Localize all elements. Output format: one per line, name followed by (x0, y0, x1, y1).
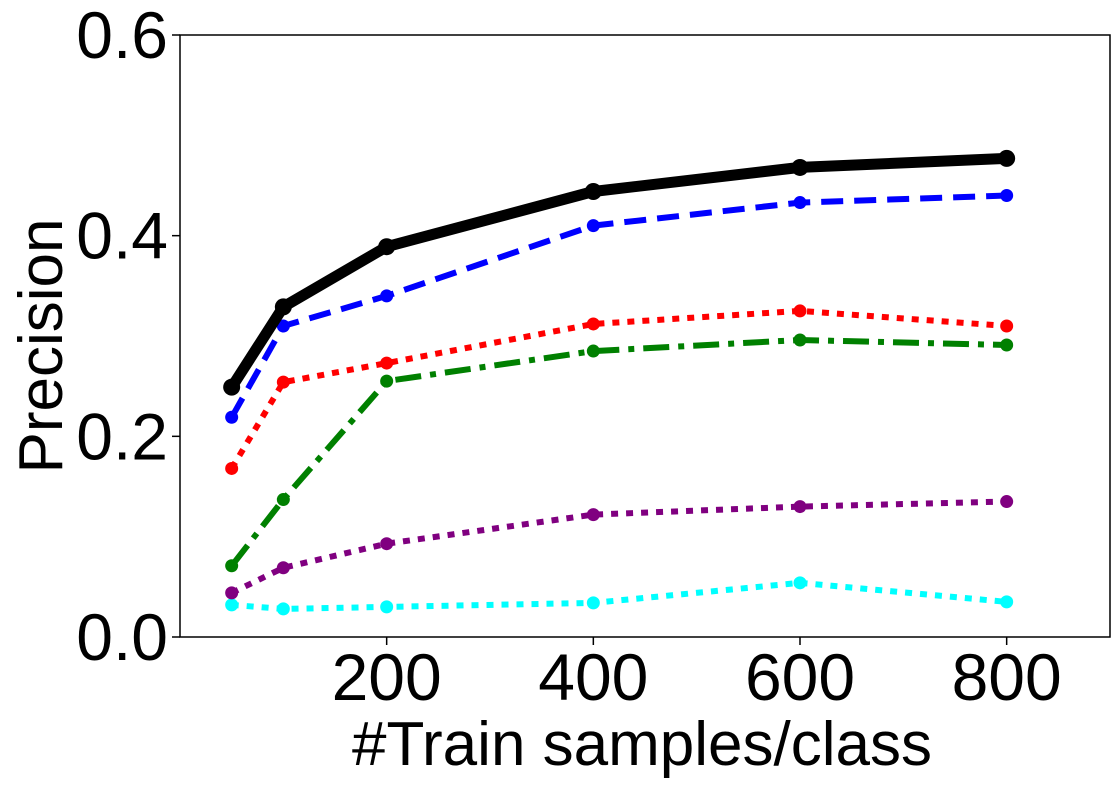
y-tick-label: 0.6 (76, 0, 168, 72)
x-tick-label: 600 (745, 640, 855, 714)
plot-frame (179, 34, 1111, 638)
x-axis-title: #Train samples/class (352, 710, 932, 779)
data-point (584, 183, 602, 201)
series-0 (223, 149, 1016, 396)
series-layer (223, 149, 1016, 616)
x-tick-label: 200 (332, 640, 442, 714)
y-tick-label: 0.2 (76, 399, 168, 473)
x-axis: 200 400 600 800 (332, 637, 1062, 714)
data-point (274, 298, 292, 316)
data-point (380, 356, 394, 370)
series-5 (225, 576, 1014, 616)
data-point (1000, 338, 1014, 352)
data-point (586, 344, 600, 358)
data-point (380, 600, 394, 614)
data-point (380, 374, 394, 388)
series-3 (225, 333, 1014, 573)
data-point (998, 149, 1016, 167)
series-line (226, 152, 1013, 393)
data-point (793, 196, 807, 210)
data-point (586, 508, 600, 522)
y-tick-label: 0.0 (76, 600, 168, 674)
data-point (276, 561, 290, 575)
x-tick-label: 400 (538, 640, 648, 714)
data-point (276, 319, 290, 333)
x-tick-label: 800 (952, 640, 1062, 714)
series-line (230, 498, 1007, 596)
series-1 (225, 189, 1014, 424)
data-point (223, 378, 241, 396)
data-point (586, 596, 600, 610)
y-axis: 0.0 0.2 0.4 0.6 (76, 0, 180, 674)
series-4 (225, 495, 1014, 600)
data-point (225, 461, 239, 475)
series-2 (225, 304, 1014, 475)
data-point (378, 238, 396, 256)
series-line (229, 337, 1007, 568)
data-point (1000, 495, 1014, 509)
data-point (380, 537, 394, 551)
data-point (225, 586, 239, 600)
data-point (225, 410, 239, 424)
data-point (793, 333, 807, 347)
data-point (793, 576, 807, 590)
data-point (225, 598, 239, 612)
data-point (1000, 189, 1014, 203)
y-axis-title: Precision (7, 219, 76, 474)
data-point (791, 158, 809, 176)
data-point (225, 559, 239, 573)
data-point (793, 500, 807, 514)
data-point (276, 602, 290, 616)
series-line (229, 307, 1007, 470)
y-tick-label: 0.4 (76, 199, 168, 273)
data-point (380, 289, 394, 303)
data-point (793, 304, 807, 318)
data-point (276, 493, 290, 507)
series-line (229, 192, 1007, 419)
data-point (586, 219, 600, 233)
data-point (276, 375, 290, 389)
data-point (586, 317, 600, 331)
series-line (231, 579, 1007, 612)
data-point (1000, 595, 1014, 609)
data-point (1000, 319, 1014, 333)
